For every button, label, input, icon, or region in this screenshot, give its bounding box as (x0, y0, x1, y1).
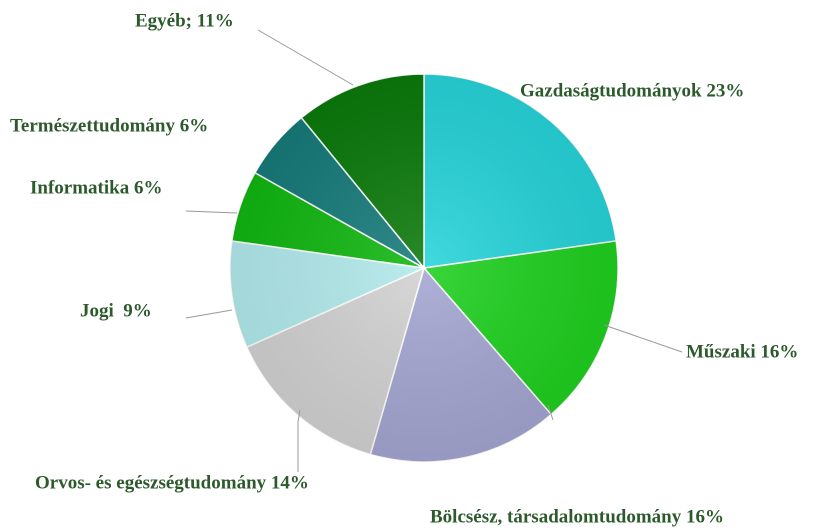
leader-line (603, 324, 683, 353)
data-label: Jogi 9% (80, 300, 152, 321)
leader-line (297, 409, 301, 472)
data-label: Bölcsész, társadalomtudomány 16% (430, 506, 724, 527)
leader-line (547, 404, 554, 421)
data-label: Orvos- és egészségtudomány 14% (35, 472, 309, 493)
data-label: Műszaki 16% (686, 341, 798, 362)
data-label: Gazdaságtudományok 23% (520, 80, 744, 101)
pie-slice (423, 73, 617, 269)
leader-line (257, 29, 354, 86)
data-label: Informatika 6% (30, 177, 162, 198)
leader-line (185, 210, 238, 214)
data-label: Természettudomány 6% (10, 115, 208, 136)
data-label: Egyéb; 11% (135, 10, 234, 31)
leader-line (185, 309, 233, 319)
